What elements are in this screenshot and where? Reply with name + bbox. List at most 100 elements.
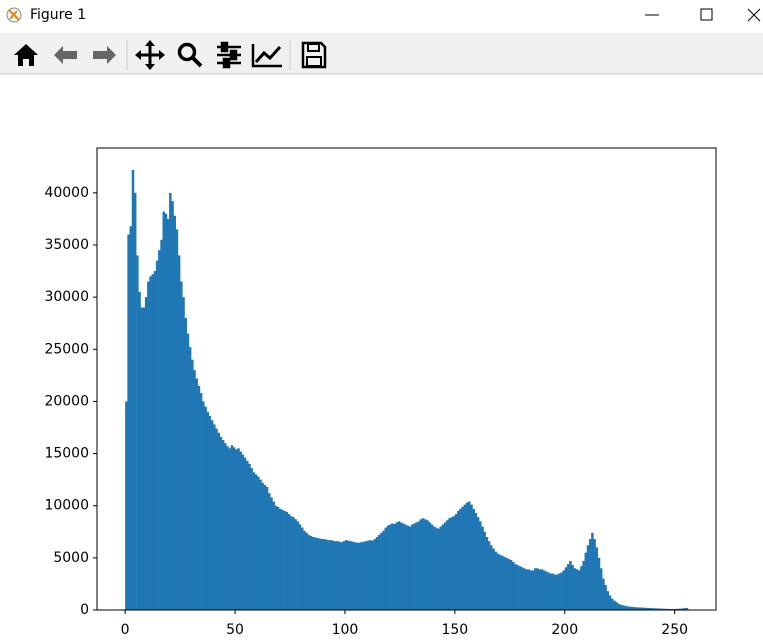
bar <box>384 527 388 610</box>
bar <box>155 260 159 610</box>
bar <box>417 521 420 610</box>
y-tick-label: 15000 <box>44 446 89 462</box>
bar <box>516 565 519 610</box>
bar <box>457 510 460 610</box>
bar <box>507 558 511 610</box>
bar <box>452 516 456 610</box>
y-tick-label: 35000 <box>44 237 89 253</box>
bar <box>501 555 504 610</box>
bar <box>650 608 653 610</box>
bar <box>235 449 238 610</box>
bar <box>366 540 370 610</box>
bar <box>564 567 568 610</box>
bar <box>250 468 253 610</box>
bar <box>351 541 355 610</box>
subplots-button[interactable] <box>217 41 241 69</box>
bar <box>169 192 172 610</box>
bar <box>652 608 656 610</box>
bar <box>329 540 333 610</box>
y-tick-label: 0 <box>80 602 89 618</box>
zoom-button[interactable] <box>177 42 203 68</box>
pan-button[interactable] <box>135 40 165 70</box>
bar <box>318 538 322 610</box>
bar <box>540 569 544 610</box>
bar <box>533 568 537 610</box>
bar <box>397 521 401 610</box>
bar <box>270 497 273 610</box>
bar <box>281 509 284 610</box>
bar <box>180 281 183 610</box>
bar <box>371 540 374 610</box>
bar <box>257 476 260 610</box>
bar <box>388 524 392 610</box>
bar <box>404 524 407 610</box>
maximize-button[interactable] <box>700 8 713 21</box>
bar <box>443 522 447 610</box>
bar <box>599 568 603 610</box>
bar <box>300 527 304 610</box>
bar <box>228 448 231 610</box>
bar <box>307 534 311 610</box>
bar <box>602 578 605 610</box>
bar <box>364 541 368 610</box>
bar <box>562 570 566 610</box>
bar <box>140 307 144 610</box>
bar <box>340 542 344 610</box>
bar <box>208 416 212 610</box>
bar <box>646 607 649 610</box>
bar <box>481 526 484 610</box>
bar <box>202 401 205 610</box>
bar <box>505 557 508 610</box>
back-button[interactable] <box>54 46 77 64</box>
bar <box>472 508 475 610</box>
bar <box>153 271 157 610</box>
bar <box>428 522 431 610</box>
bar <box>413 523 416 610</box>
bar <box>494 551 497 610</box>
bar <box>276 506 280 610</box>
app-icon <box>6 7 22 23</box>
bar <box>461 506 464 610</box>
x-tick-label: 250 <box>661 622 688 638</box>
bar <box>173 215 176 610</box>
bar <box>373 539 377 610</box>
bar <box>298 524 302 610</box>
bar <box>630 606 634 610</box>
bar <box>133 192 137 610</box>
bar <box>430 524 434 610</box>
bar <box>263 484 267 610</box>
bar <box>327 540 330 610</box>
bar <box>322 539 326 610</box>
bar <box>353 542 357 610</box>
bar <box>628 606 632 610</box>
bar <box>162 211 166 610</box>
bar <box>595 547 599 610</box>
bar <box>474 513 478 610</box>
bar <box>239 451 242 610</box>
bar <box>547 572 550 610</box>
x-tick-label: 0 <box>121 622 130 638</box>
bar <box>289 516 293 610</box>
forward-button[interactable] <box>93 46 116 64</box>
bar <box>624 605 627 610</box>
axes-frame <box>96 147 717 611</box>
bar <box>621 605 625 610</box>
bar <box>248 463 251 610</box>
bar <box>432 526 436 610</box>
bar <box>274 505 278 610</box>
bar <box>536 568 539 610</box>
bar <box>437 528 440 610</box>
bar <box>268 493 271 610</box>
save-button[interactable] <box>301 41 327 69</box>
close-button[interactable] <box>747 8 761 22</box>
bar <box>184 317 187 610</box>
home-button[interactable] <box>14 44 38 66</box>
bar <box>210 420 214 610</box>
bar <box>549 573 552 610</box>
bar <box>261 482 264 610</box>
edit-axes-button[interactable] <box>251 44 282 68</box>
bar <box>604 584 607 610</box>
bar <box>468 501 471 610</box>
bar <box>292 517 295 610</box>
